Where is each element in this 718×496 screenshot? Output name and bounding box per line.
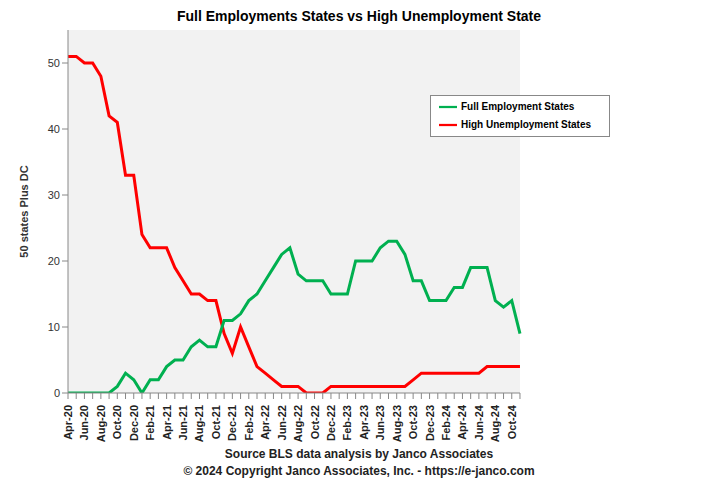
svg-text:Apr-23: Apr-23: [358, 405, 370, 440]
html-text:Source BLS data analysis by Ja: Source BLS data analysis by Janco Associ…: [224, 447, 494, 461]
html-text:Full Employments States vs Hig: Full Employments States vs High Unemploy…: [177, 8, 541, 24]
svg-text:Aug-23: Aug-23: [391, 405, 403, 442]
svg-text:Apr-21: Apr-21: [161, 405, 173, 440]
svg-text:50 states Plus DC: 50 states Plus DC: [18, 165, 30, 257]
svg-text:Feb-23: Feb-23: [341, 405, 353, 440]
svg-text:Feb-22: Feb-22: [243, 405, 255, 440]
svg-text:Feb-21: Feb-21: [144, 405, 156, 440]
svg-text:Apr-24: Apr-24: [456, 404, 468, 440]
svg-text:Jun-22: Jun-22: [276, 405, 288, 440]
svg-text:40: 40: [48, 123, 60, 135]
svg-text:Dec-23: Dec-23: [424, 405, 436, 441]
html-text:High Unemployment States: High Unemployment States: [461, 118, 591, 130]
svg-text:30: 30: [48, 189, 60, 201]
svg-text:Oct-24: Oct-24: [506, 404, 518, 439]
svg-text:0: 0: [54, 387, 60, 399]
svg-text:Feb-24: Feb-24: [440, 404, 452, 440]
html-text:Full Employment States: Full Employment States: [461, 100, 575, 112]
svg-text:Oct-23: Oct-23: [407, 405, 419, 439]
svg-text:10: 10: [48, 321, 60, 333]
svg-text:Aug-22: Aug-22: [292, 405, 304, 442]
svg-text:Oct-20: Oct-20: [111, 405, 123, 439]
svg-text:Jun-23: Jun-23: [374, 405, 386, 440]
svg-text:Oct-21: Oct-21: [210, 405, 222, 439]
html-text:© 2024 Copyright Janco Associa: © 2024 Copyright Janco Associates, Inc. …: [183, 464, 535, 478]
svg-text:20: 20: [48, 255, 60, 267]
svg-text:Jun-20: Jun-20: [78, 405, 90, 440]
svg-text:Oct-22: Oct-22: [309, 405, 321, 439]
svg-text:Aug-20: Aug-20: [95, 405, 107, 442]
svg-text:Aug-21: Aug-21: [193, 405, 205, 442]
svg-text:Dec-22: Dec-22: [325, 405, 337, 441]
svg-text:Aug-24: Aug-24: [489, 404, 501, 442]
svg-text:Jun-24: Jun-24: [473, 404, 485, 440]
svg-text:Apr-22: Apr-22: [259, 405, 271, 440]
svg-text:Jun-21: Jun-21: [177, 405, 189, 440]
svg-text:Dec-20: Dec-20: [128, 405, 140, 441]
svg-text:50: 50: [48, 57, 60, 69]
svg-text:Dec-21: Dec-21: [226, 405, 238, 441]
svg-text:Apr-20: Apr-20: [62, 405, 74, 440]
